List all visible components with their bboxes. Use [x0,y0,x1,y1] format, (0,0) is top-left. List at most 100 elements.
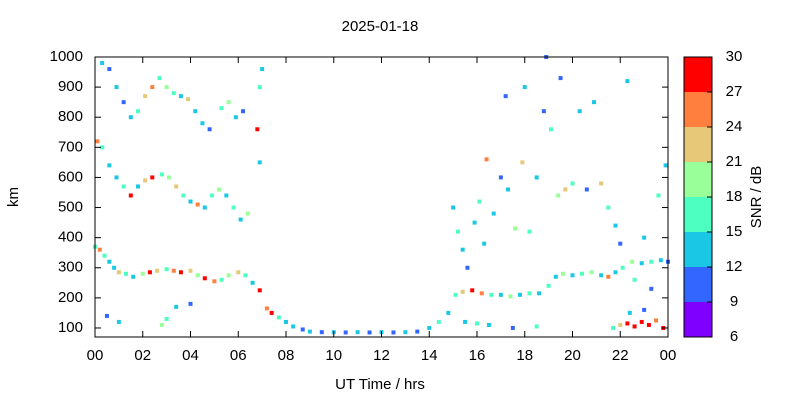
echo-point [649,259,654,264]
echo-point [632,277,637,282]
chart-title: 2025-01-18 [342,18,419,35]
echo-point [195,202,200,207]
echo-point [100,145,105,150]
echo-point [498,175,503,180]
echo-point [155,268,160,273]
echo-point [611,325,616,330]
echo-point [143,94,148,99]
echo-point [219,106,224,111]
echo-point [159,322,164,327]
echo-point [563,187,568,192]
colorbar-tick-label: 21 [726,153,743,170]
colorbar-tick-label: 27 [726,83,743,100]
echo-point [570,181,575,186]
echo-point [577,109,582,114]
echo-point [219,277,224,282]
echo-point [534,324,539,329]
echo-point [97,247,102,252]
echo-point [537,291,542,296]
echo-point [207,127,212,132]
echo-point [613,270,618,275]
x-axis-label: UT Time / hrs [335,376,425,393]
colorbar-tick-label: 12 [726,258,743,275]
echo-point [472,220,477,225]
echo-point [625,321,630,326]
colorbar-label: SNR / dB [748,166,765,229]
echo-point [171,91,176,96]
plot-frame [94,56,669,338]
echo-point [307,329,312,334]
echo-point [157,76,162,81]
y-tick-label: 100 [58,319,83,336]
echo-point [591,100,596,105]
echo-point [164,85,169,90]
echo-point [195,273,200,278]
echo-point [128,115,133,120]
echo-point [639,261,644,266]
echo-point [226,100,231,105]
echo-point [238,217,243,222]
colorbar-swatch [684,197,712,232]
echo-point [257,288,262,293]
x-tick-label: 18 [516,347,533,364]
echo-point [107,259,112,264]
echo-point [534,175,539,180]
echo-point [470,288,475,293]
echo-point [269,310,274,315]
echo-point [503,94,508,99]
echo-point [436,319,441,324]
echo-point [257,85,262,90]
echo-point [446,310,451,315]
x-tick-label: 06 [230,347,247,364]
echo-point [558,76,563,81]
echo-point [102,253,107,258]
echo-point [553,274,558,279]
echo-point [556,193,561,198]
x-tick-label: 08 [278,347,295,364]
echo-point [541,109,546,114]
echo-point [116,319,121,324]
x-tick-label: 14 [421,347,438,364]
echo-point [646,322,651,327]
echo-point [403,330,408,335]
echo-point [243,273,248,278]
echo-point [188,301,193,306]
echo-point [599,273,604,278]
echo-point [128,193,133,198]
y-tick-label: 400 [58,229,83,246]
echo-point [506,187,511,192]
echo-point [642,307,647,312]
echo-point [236,270,241,275]
echo-point [116,270,121,275]
echo-point [391,330,396,335]
echo-point [150,85,155,90]
echo-point [319,330,324,335]
echo-point [112,265,117,270]
echo-point [527,229,532,234]
echo-point [171,268,176,273]
echo-point [167,175,172,180]
echo-point [121,100,126,105]
x-tick-label: 04 [182,347,199,364]
echo-point [343,330,348,335]
echo-point [241,109,246,114]
echo-point [606,274,611,279]
echo-point [654,318,659,323]
echo-point [570,273,575,278]
colorbar-swatch [684,162,712,197]
echo-point [104,313,109,318]
echo-point [250,280,255,285]
echo-point [233,115,238,120]
echo-point [580,271,585,276]
echo-point [164,267,169,272]
echo-point [355,330,360,335]
echo-point [613,223,618,228]
echo-point [140,271,145,276]
colorbar-swatch [684,302,712,337]
echo-point [658,258,663,263]
echo-point [465,265,470,270]
echo-point [193,109,198,114]
x-tick-label: 10 [325,347,342,364]
echo-point [460,247,465,252]
echo-point [200,121,205,126]
